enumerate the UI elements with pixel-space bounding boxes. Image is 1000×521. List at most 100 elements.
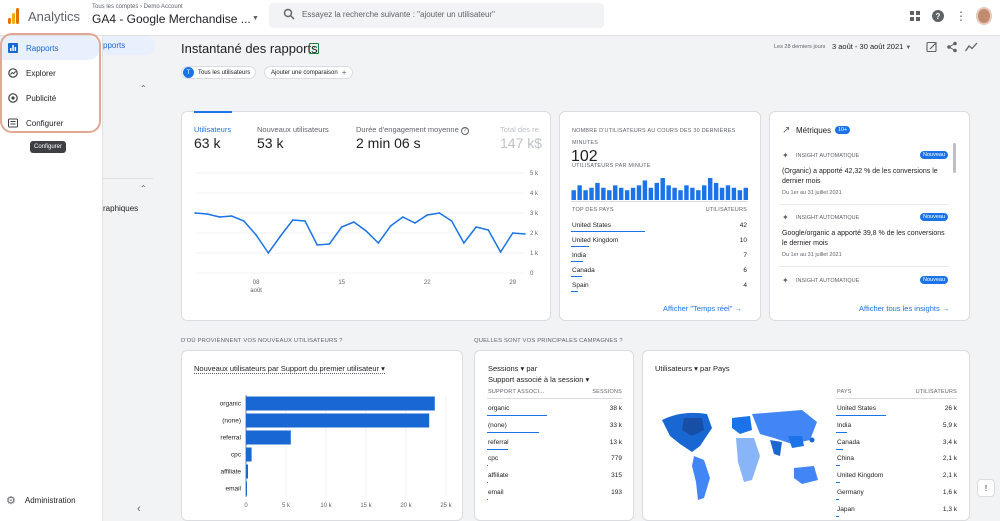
help-icon[interactable]: ?	[460, 127, 469, 135]
country-name: United Kingdom	[837, 472, 884, 480]
audience-chip[interactable]: T Tous les utilisateurs	[181, 66, 257, 79]
analytics-logo[interactable]	[8, 8, 20, 24]
avatar[interactable]	[976, 7, 992, 25]
campaign-name: email	[488, 489, 504, 496]
collapse-nav-icon[interactable]: ‹	[137, 503, 141, 515]
search-input[interactable]: Essayez la recherche suivante : "ajouter…	[302, 10, 495, 19]
chevron-down-icon[interactable]: ▼	[252, 15, 259, 22]
new-users-card	[181, 350, 463, 521]
x-tick-sublabel: août	[250, 288, 262, 293]
audience-label: Tous les utilisateurs	[198, 69, 251, 76]
dimension-selector[interactable]: Support associé à la session ▾	[488, 375, 590, 384]
admin-link[interactable]: ⚙ Administration	[6, 494, 76, 507]
sidebar-item-reports[interactable]: Rapports	[0, 36, 100, 60]
data-point	[206, 213, 209, 215]
top-countries-header: TOP DES PAYS	[572, 207, 614, 213]
country-share-bar	[836, 482, 841, 484]
tab-engagement-text: Durée d'engagement moyenne	[356, 125, 459, 134]
country-users: 1,6 k	[942, 489, 957, 496]
data-point	[267, 252, 270, 254]
sparkle-icon: ✦	[782, 151, 789, 160]
country-users: 5,9 k	[942, 421, 957, 429]
share-icon[interactable]	[946, 41, 958, 53]
sparkle-icon: ✦	[782, 213, 789, 222]
plus-icon: +	[341, 68, 347, 77]
date-range-selector[interactable]: 3 août - 30 août 2021 ▼	[832, 42, 911, 51]
customize-report-icon[interactable]	[926, 41, 938, 53]
apps-grid-icon[interactable]	[908, 9, 922, 23]
country-users: 1,3 k	[942, 505, 957, 513]
chevron-up-icon[interactable]: ⌃	[140, 84, 147, 93]
scrollbar[interactable]	[953, 143, 956, 173]
country-share-bar	[836, 415, 886, 416]
data-point	[389, 225, 392, 227]
insights-trend-icon[interactable]	[964, 41, 978, 53]
help-icon[interactable]: ?	[931, 9, 945, 23]
insight-text[interactable]: (Organic) a apporté 42,32 % de les conve…	[782, 168, 938, 185]
tab-new-users-label[interactable]: Nouveaux utilisateurs	[257, 125, 329, 134]
sidebar-item-explore[interactable]: Explorer	[0, 61, 100, 85]
tab-users-label[interactable]: Utilisateurs	[194, 125, 232, 134]
data-point	[194, 212, 196, 214]
insight-date: Du 1er au 31 juillet 2021	[782, 190, 842, 196]
breadcrumb[interactable]: Tous les comptes › Demo Account	[92, 4, 183, 10]
realtime-bar	[589, 187, 594, 200]
country-share-bar	[836, 431, 848, 433]
divider	[103, 178, 153, 179]
property-selector[interactable]: GA4 - Google Merchandise ...	[92, 12, 251, 26]
feedback-icon[interactable]: !	[977, 479, 995, 497]
chevron-up-icon[interactable]: ⌃	[140, 184, 147, 193]
dimension-selector[interactable]: Nouveaux utilisateurs par Support du pre…	[194, 364, 385, 374]
realtime-bar	[571, 190, 576, 200]
bar	[246, 447, 252, 462]
insight-tag: INSIGHT AUTOMATIQUE	[796, 153, 860, 159]
data-point	[230, 215, 233, 217]
country-name: Canada	[837, 438, 860, 446]
status-check-icon[interactable]: ✓	[309, 43, 319, 54]
subnav-item-demographics[interactable]: raphiques	[103, 204, 139, 213]
country-share-bar	[571, 291, 579, 292]
realtime-bar	[577, 185, 582, 200]
view-all-insights-link[interactable]: Afficher tous les insights →	[859, 304, 950, 313]
insight-text[interactable]: Google/organic a apporté 39,8 % de les c…	[782, 230, 945, 247]
view-realtime-link[interactable]: Afficher "Temps réel" →	[663, 304, 742, 313]
x-tick-label: 22	[424, 280, 431, 286]
sidebar-item-configure[interactable]: Configurer	[0, 111, 100, 135]
data-point	[511, 232, 514, 234]
y-tick-label: 5 k	[530, 171, 539, 177]
app-name: Analytics	[28, 9, 81, 24]
country-share-bar	[836, 448, 843, 450]
users-header: UTILISATEURS	[915, 389, 957, 395]
divider	[836, 398, 957, 399]
search-bar[interactable]	[269, 3, 604, 28]
realtime-bar	[702, 185, 707, 200]
realtime-bar	[613, 185, 618, 200]
more-vert-icon[interactable]: ⋮	[955, 9, 967, 23]
data-point	[450, 220, 453, 222]
y-tick-label: 3 k	[530, 211, 539, 217]
country-users: 2,1 k	[942, 455, 957, 463]
sidebar-item-label: Rapports	[26, 43, 59, 53]
tab-engagement-label[interactable]: Durée d'engagement moyenne ?	[356, 125, 469, 135]
sessions-header: SESSIONS	[592, 389, 622, 395]
add-comparison-button[interactable]: Ajouter une comparaison +	[264, 66, 354, 79]
country-name: India	[572, 252, 587, 259]
x-tick-label: 10 k	[320, 503, 332, 509]
metric-selector[interactable]: Utilisateurs ▾ par Pays	[655, 364, 730, 373]
admin-label: Administration	[24, 496, 76, 505]
country-users: 42	[739, 222, 747, 229]
new-badge: Nouveau	[920, 276, 949, 284]
users-series-line	[194, 212, 526, 255]
data-point	[304, 220, 306, 222]
subnav-item-reports[interactable]: pports	[103, 36, 155, 55]
x-tick-label: 15	[338, 280, 345, 286]
metric-selector[interactable]: Sessions ▾ par	[488, 364, 538, 373]
data-point	[475, 226, 477, 228]
divider	[779, 266, 949, 267]
tab-revenue-label[interactable]: Total des re	[500, 125, 539, 134]
country-users: 4	[743, 282, 747, 289]
sidebar-item-advertising[interactable]: Publicité	[0, 86, 100, 110]
sidebar-item-label: Publicité	[26, 93, 57, 103]
tooltip: Configurer	[30, 141, 67, 153]
data-point	[377, 242, 380, 244]
